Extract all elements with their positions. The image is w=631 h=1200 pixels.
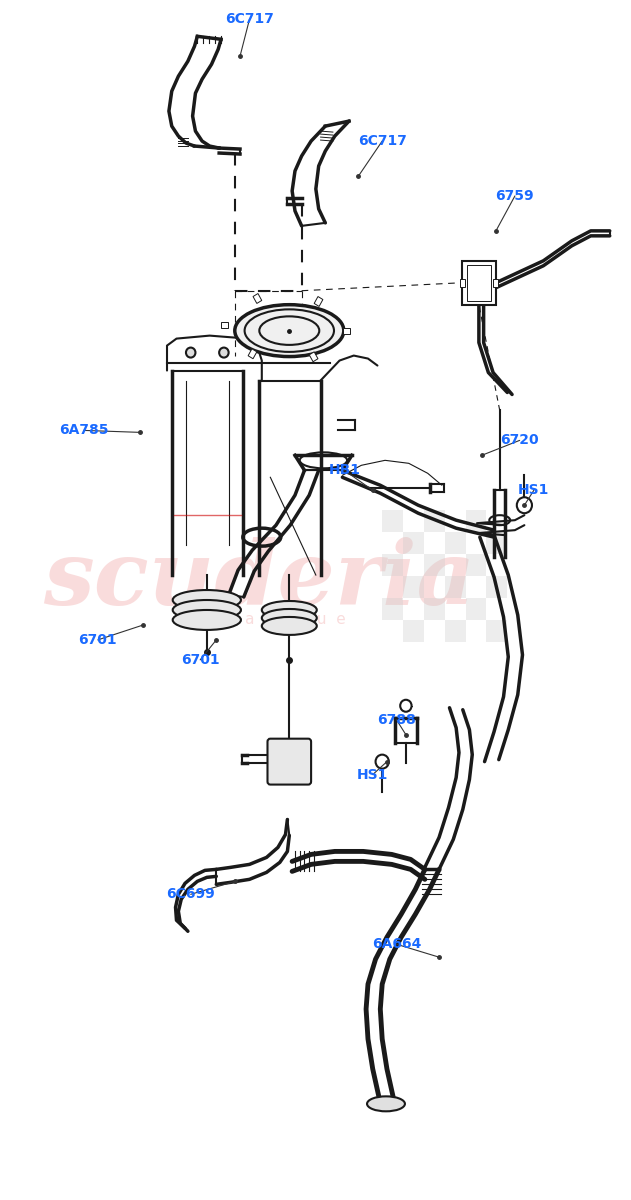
Ellipse shape	[262, 601, 317, 619]
FancyBboxPatch shape	[466, 265, 491, 301]
Bar	[343, 328, 350, 334]
Ellipse shape	[235, 305, 344, 356]
Bar	[221, 322, 228, 328]
Bar	[424, 510, 445, 532]
Text: 6720: 6720	[500, 433, 539, 448]
Circle shape	[219, 348, 228, 358]
Text: 6701: 6701	[78, 632, 117, 647]
Ellipse shape	[262, 608, 317, 626]
Bar	[466, 554, 487, 576]
Text: 6C699: 6C699	[167, 887, 215, 901]
Text: 6759: 6759	[495, 188, 534, 203]
Text: 6701: 6701	[181, 653, 220, 667]
Bar	[424, 598, 445, 620]
Bar	[253, 294, 262, 304]
Bar	[403, 620, 424, 642]
Text: 6788: 6788	[377, 713, 416, 727]
Circle shape	[186, 348, 196, 358]
FancyBboxPatch shape	[268, 739, 311, 785]
Ellipse shape	[262, 617, 317, 635]
Bar	[445, 532, 466, 554]
Bar	[424, 554, 445, 576]
Bar	[382, 598, 403, 620]
Bar	[445, 576, 466, 598]
Ellipse shape	[173, 600, 241, 620]
Bar	[487, 576, 507, 598]
FancyBboxPatch shape	[462, 260, 496, 305]
Text: HS1: HS1	[357, 768, 389, 781]
Ellipse shape	[173, 610, 241, 630]
Text: scuderia: scuderia	[43, 536, 475, 623]
Text: 6A664: 6A664	[372, 937, 421, 952]
Bar	[248, 349, 257, 359]
Bar	[403, 576, 424, 598]
Text: 6C717: 6C717	[358, 134, 406, 148]
Circle shape	[400, 700, 411, 712]
Bar	[487, 532, 507, 554]
Bar	[314, 296, 323, 306]
Circle shape	[517, 497, 532, 514]
Bar	[493, 278, 498, 287]
Bar	[487, 620, 507, 642]
Ellipse shape	[367, 1097, 405, 1111]
Ellipse shape	[173, 590, 241, 610]
Text: 6C717: 6C717	[225, 12, 274, 26]
Bar	[309, 352, 318, 361]
Bar	[403, 532, 424, 554]
Text: HS1: HS1	[518, 484, 550, 497]
Text: HB1: HB1	[328, 463, 360, 478]
Bar	[382, 510, 403, 532]
Bar	[445, 620, 466, 642]
Circle shape	[375, 755, 389, 769]
Bar	[382, 554, 403, 576]
Bar	[460, 278, 464, 287]
Text: 6A785: 6A785	[59, 424, 109, 437]
Text: c  a  t  a  l  o  g  u  e: c a t a l o g u e	[192, 612, 345, 628]
Bar	[466, 598, 487, 620]
Bar	[466, 510, 487, 532]
